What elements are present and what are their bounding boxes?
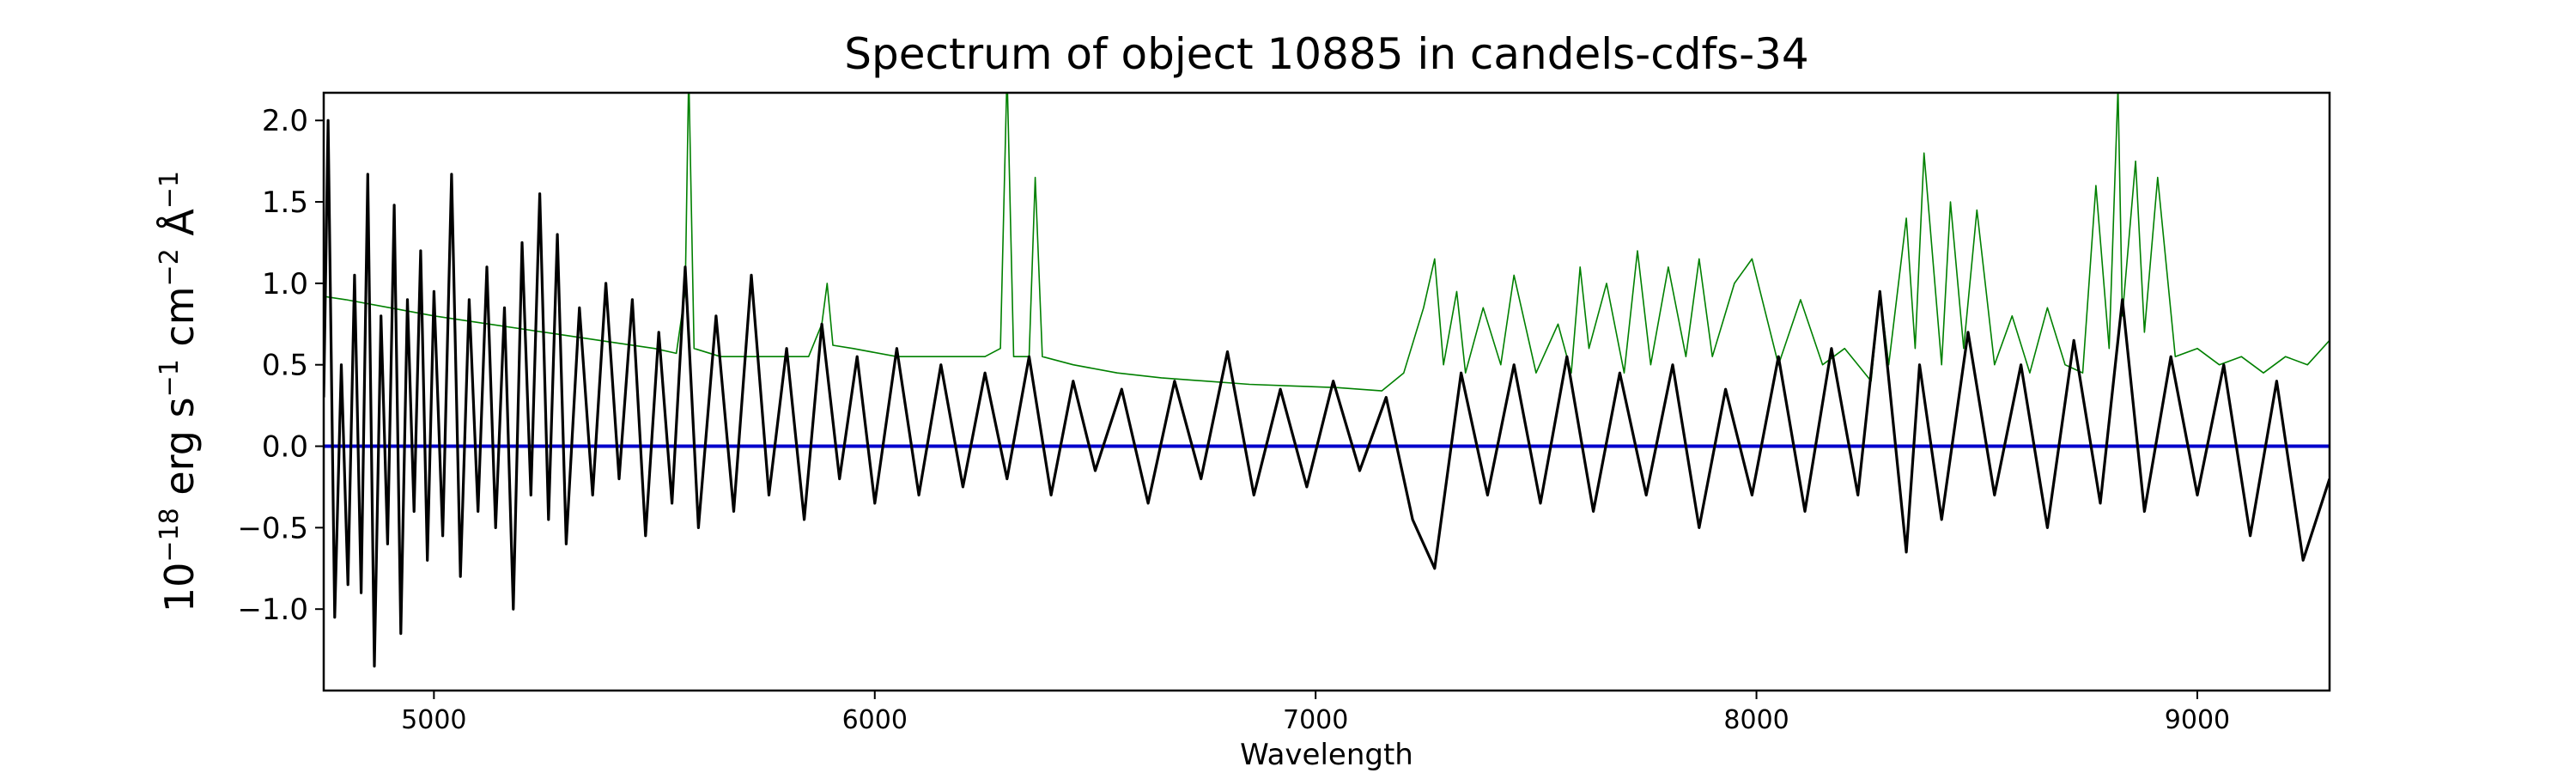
x-tick-label: 6000	[842, 705, 908, 735]
y-axis-label: 10−18 erg s−1 cm−2 Å−1	[155, 171, 203, 612]
plot-area	[322, 91, 2331, 692]
y-label-base: 10	[156, 563, 203, 613]
y-label-text1: erg s	[156, 397, 203, 508]
chart-title: Spectrum of object 10885 in candels-cdfs…	[844, 29, 1809, 79]
y-axis: −1.0 −0.5 0.0 0.5 1.0 1.5 2.0	[237, 104, 324, 627]
x-tick-label: 5000	[401, 705, 466, 735]
axes-frame	[322, 91, 2331, 692]
x-axis-label: Wavelength	[1240, 738, 1413, 772]
y-tick-label: −0.5	[237, 511, 308, 545]
y-tick-label: 0.0	[262, 430, 308, 465]
x-tick-label: 8000	[1723, 705, 1789, 735]
y-tick-label: −1.0	[237, 593, 308, 627]
series-layer	[324, 93, 2330, 668]
y-label-exp4: −1	[155, 171, 185, 209]
flux-series-line	[324, 119, 2330, 668]
y-label-text2: cm	[156, 286, 203, 359]
y-label-text3: Å	[156, 209, 203, 249]
y-label-exp: −18	[155, 508, 185, 562]
y-label-exp2: −1	[155, 359, 185, 397]
y-tick-label: 1.0	[262, 267, 308, 301]
y-tick-label: 1.5	[262, 186, 308, 220]
error-series-line	[324, 93, 2330, 392]
x-tick-label: 9000	[2165, 705, 2230, 735]
y-tick-label: 2.0	[262, 104, 308, 138]
x-tick-label: 7000	[1283, 705, 1348, 735]
y-tick-label: 0.5	[262, 349, 308, 383]
y-label-exp3: −2	[155, 248, 185, 286]
x-axis: 5000 6000 7000 8000 9000	[401, 691, 2230, 735]
